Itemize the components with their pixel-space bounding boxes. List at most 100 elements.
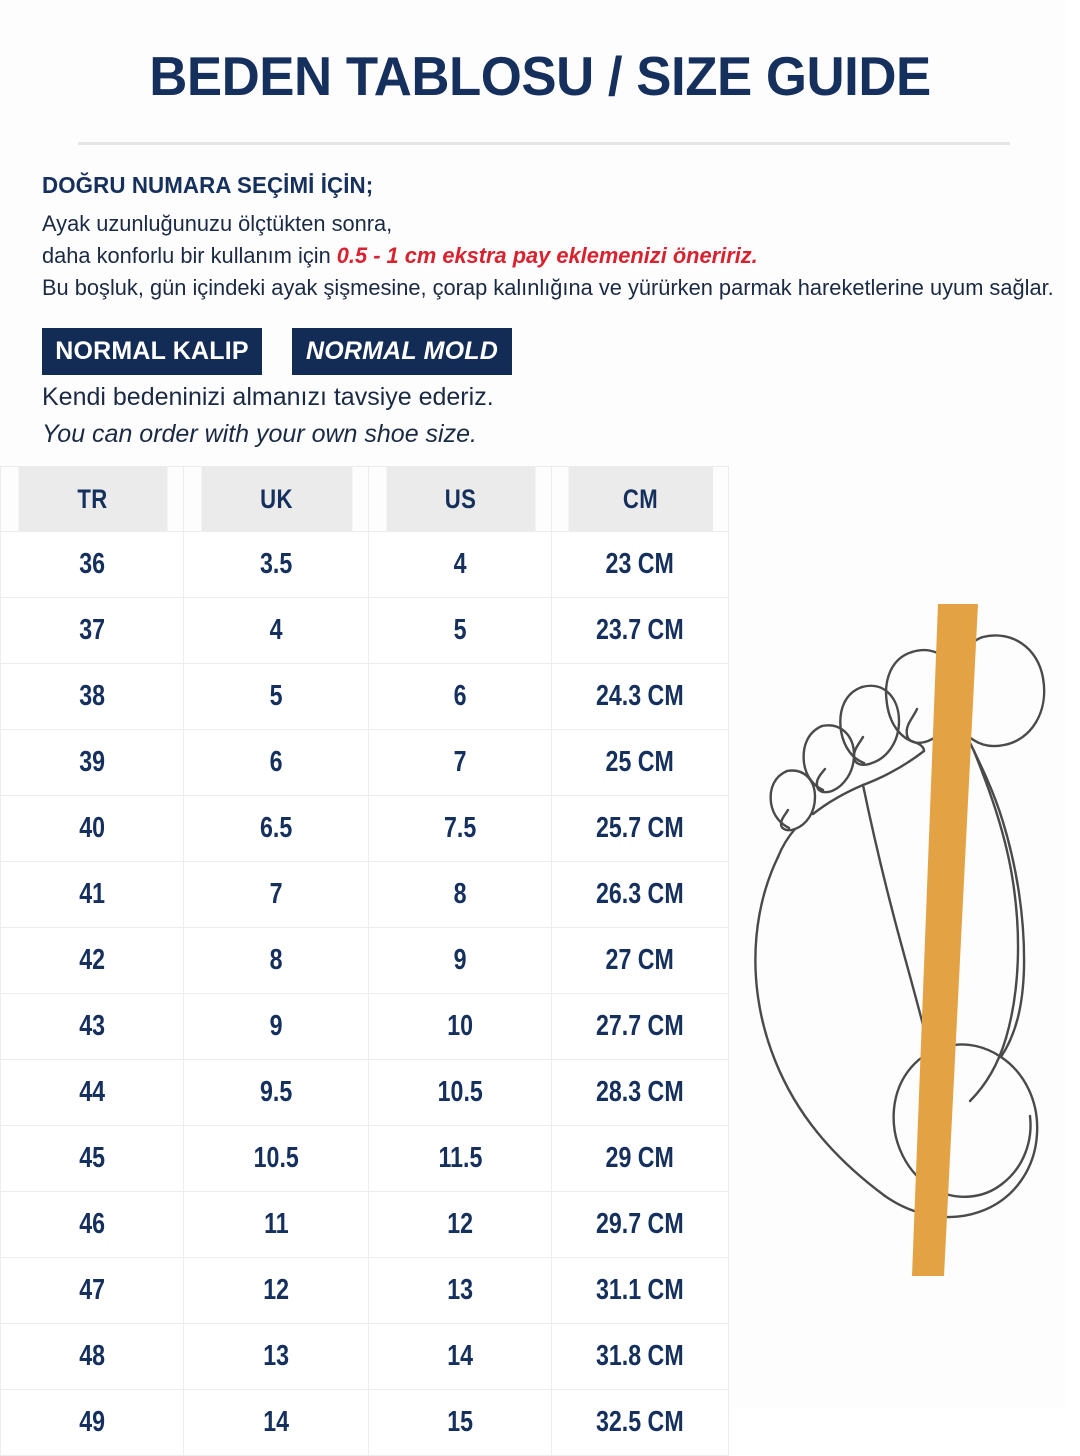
cell-value: 29 CM xyxy=(605,1142,675,1174)
table-cell-uk: 11 xyxy=(183,1191,369,1258)
table-cell-tr: 41 xyxy=(0,861,184,928)
table-cell-cm: 28.3 CM xyxy=(551,1059,729,1126)
cell-value: 23.7 CM xyxy=(596,614,684,646)
size-guide-page: BEDEN TABLOSU / SIZE GUIDE DOĞRU NUMARA … xyxy=(0,45,1072,1456)
table-row: 45 10.5 11.5 29 CM xyxy=(0,1125,729,1192)
table-cell-tr: 44 xyxy=(0,1059,184,1126)
cell-value: 5 xyxy=(453,614,467,646)
table-row: 44 9.5 10.5 28.3 CM xyxy=(0,1059,729,1126)
cell-value: 41 xyxy=(79,878,105,910)
cell-value: 45 xyxy=(79,1142,105,1174)
table-cell-cm: 23 CM xyxy=(551,531,729,598)
table-row: 37 4 5 23.7 CM xyxy=(0,597,729,664)
table-cell-us: 11.5 xyxy=(368,1125,552,1192)
cell-value: 14 xyxy=(447,1340,473,1372)
cell-value: 11 xyxy=(263,1208,289,1240)
table-row: 43 9 10 27.7 CM xyxy=(0,993,729,1060)
table-cell-us: 10.5 xyxy=(368,1059,552,1126)
table-cell-tr: 43 xyxy=(0,993,184,1060)
table-row: 46 11 12 29.7 CM xyxy=(0,1191,729,1258)
badge-normal-mold: NORMAL MOLD xyxy=(292,328,512,375)
cell-value: 24.3 CM xyxy=(596,680,684,712)
cell-value: 49 xyxy=(79,1406,105,1438)
column-header-label: TR xyxy=(76,483,108,514)
cell-value: 7 xyxy=(453,746,467,778)
table-cell-tr: 36 xyxy=(0,531,184,598)
table-cell-cm: 31.1 CM xyxy=(551,1257,729,1324)
column-header-cm: CM xyxy=(567,466,713,532)
table-cell-tr: 40 xyxy=(0,795,184,862)
table-row: 41 7 8 26.3 CM xyxy=(0,861,729,928)
cell-value: 39 xyxy=(79,746,105,778)
table-cell-uk: 3.5 xyxy=(183,531,369,598)
cell-value: 5 xyxy=(269,680,283,712)
recommendation-en: You can order with your own shoe size. xyxy=(42,420,477,448)
table-cell-us: 5 xyxy=(368,597,552,664)
table-cell-us: 13 xyxy=(368,1257,552,1324)
title-divider xyxy=(78,142,1010,145)
column-header-tr: TR xyxy=(16,466,168,532)
cell-value: 27.7 CM xyxy=(596,1010,684,1042)
cell-value: 11.5 xyxy=(438,1142,482,1174)
table-cell-uk: 8 xyxy=(183,927,369,994)
cell-value: 10 xyxy=(447,1010,473,1042)
table-cell-cm: 27 CM xyxy=(551,927,729,994)
table-cell-uk: 13 xyxy=(183,1323,369,1390)
cell-value: 10.5 xyxy=(253,1142,299,1174)
table-row: 36 3.5 4 23 CM xyxy=(0,531,729,598)
table-cell-tr: 47 xyxy=(0,1257,184,1324)
table-cell-us: 10 xyxy=(368,993,552,1060)
cell-value: 27 CM xyxy=(605,944,675,976)
table-cell-us: 4 xyxy=(368,531,552,598)
table-cell-cm: 29.7 CM xyxy=(551,1191,729,1258)
cell-value: 44 xyxy=(79,1076,105,1108)
intro-line-2-accent: 0.5 - 1 cm ekstra pay eklemenizi öneriri… xyxy=(336,242,758,268)
cell-value: 48 xyxy=(79,1340,105,1372)
table-cell-cm: 25 CM xyxy=(551,729,729,796)
cell-value: 9 xyxy=(453,944,467,976)
cell-value: 9.5 xyxy=(259,1076,293,1108)
foot-illustration xyxy=(742,586,1072,1296)
table-cell-uk: 5 xyxy=(183,663,369,730)
table-cell-uk: 6.5 xyxy=(183,795,369,862)
page-title: BEDEN TABLOSU / SIZE GUIDE xyxy=(149,45,931,107)
badge-normal-kalip: NORMAL KALIP xyxy=(42,328,262,375)
cell-value: 4 xyxy=(453,548,467,580)
table-cell-tr: 42 xyxy=(0,927,184,994)
table-cell-uk: 6 xyxy=(183,729,369,796)
cell-value: 12 xyxy=(263,1274,289,1306)
intro-line-2: daha konforlu bir kullanım için 0.5 - 1 … xyxy=(42,240,1022,272)
cell-value: 29.7 CM xyxy=(596,1208,684,1240)
table-row: 49 14 15 32.5 CM xyxy=(0,1389,729,1456)
table-cell-us: 15 xyxy=(368,1389,552,1456)
cell-value: 46 xyxy=(79,1208,105,1240)
table-row: 42 8 9 27 CM xyxy=(0,927,729,994)
cell-value: 42 xyxy=(79,944,105,976)
column-header-label: UK xyxy=(259,483,293,514)
table-row: 40 6.5 7.5 25.7 CM xyxy=(0,795,729,862)
table-cell-cm: 31.8 CM xyxy=(551,1323,729,1390)
cell-value: 14 xyxy=(263,1406,289,1438)
cell-value: 13 xyxy=(447,1274,473,1306)
cell-value: 26.3 CM xyxy=(596,878,684,910)
table-cell-cm: 27.7 CM xyxy=(551,993,729,1060)
table-cell-us: 12 xyxy=(368,1191,552,1258)
table-cell-us: 7 xyxy=(368,729,552,796)
table-cell-cm: 26.3 CM xyxy=(551,861,729,928)
cell-value: 31.1 CM xyxy=(596,1274,684,1306)
table-cell-uk: 10.5 xyxy=(183,1125,369,1192)
cell-value: 9 xyxy=(269,1010,283,1042)
cell-value: 10.5 xyxy=(437,1076,483,1108)
mold-badges: NORMAL KALIP NORMAL MOLD xyxy=(42,328,512,375)
table-cell-us: 8 xyxy=(368,861,552,928)
cell-value: 25 CM xyxy=(605,746,675,778)
cell-value: 13 xyxy=(263,1340,289,1372)
cell-value: 37 xyxy=(79,614,105,646)
table-row: 38 5 6 24.3 CM xyxy=(0,663,729,730)
cell-value: 36 xyxy=(79,548,105,580)
intro-block: DOĞRU NUMARA SEÇİMİ İÇİN; Ayak uzunluğun… xyxy=(42,172,1054,304)
cell-value: 47 xyxy=(79,1274,105,1306)
table-cell-tr: 38 xyxy=(0,663,184,730)
cell-value: 32.5 CM xyxy=(596,1406,684,1438)
cell-value: 12 xyxy=(447,1208,473,1240)
